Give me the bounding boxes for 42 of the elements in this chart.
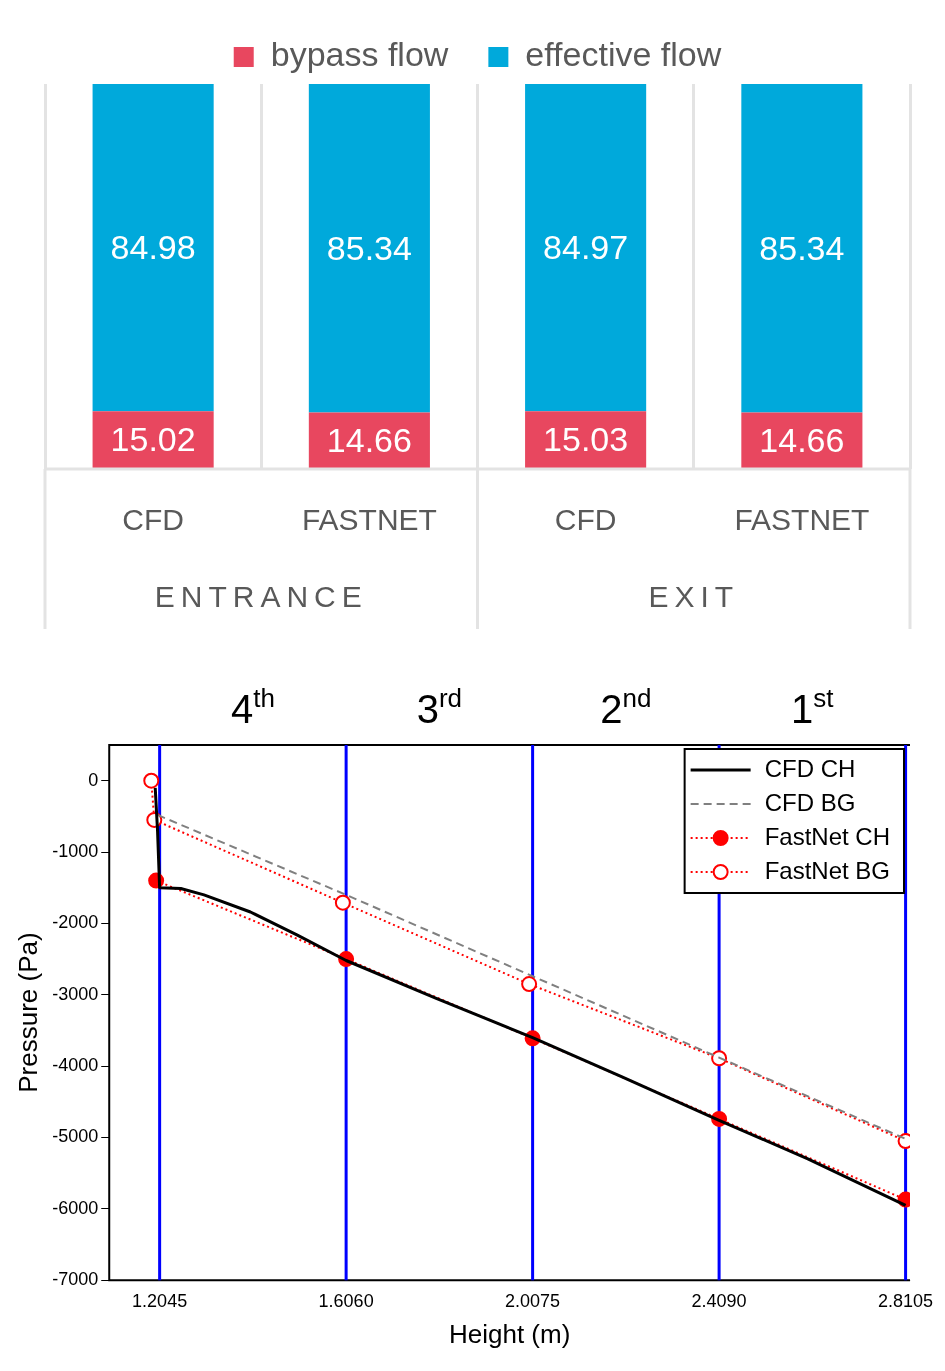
data-label: 85.34: [759, 228, 845, 267]
x-tick-label: 2.0075: [505, 1290, 561, 1311]
text: EXIT: [648, 580, 740, 614]
data-label: 15.03: [543, 420, 629, 459]
bar: [525, 84, 647, 412]
y-tick-label: -2000: [52, 912, 99, 933]
y-tick-label: -4000: [52, 1055, 99, 1076]
x-axis-title: Height (m): [448, 1318, 571, 1349]
point: [143, 772, 160, 789]
x-tick-label: FASTNET: [301, 503, 437, 537]
data-label: 15.02: [110, 420, 196, 459]
point: [334, 894, 351, 911]
x-tick-label: 2.4090: [691, 1290, 747, 1311]
y-axis-title: Pressure (Pa): [12, 932, 43, 1093]
legend-label: bypass flow: [270, 35, 449, 74]
y-tick-label: -3000: [52, 983, 99, 1004]
y-tick-label: -6000: [52, 1197, 99, 1218]
y-tick-label: 0: [88, 769, 99, 790]
data-label: 14.66: [326, 421, 412, 460]
y-tick-label: -5000: [52, 1126, 99, 1147]
data-label: 14.66: [759, 421, 845, 460]
legend-label: FastNet BG: [764, 856, 891, 884]
y-tick-label: -1000: [52, 841, 99, 862]
x-tick-label: 2.8105: [878, 1290, 934, 1311]
x-tick-label: 1.2045: [132, 1290, 188, 1311]
bar: [741, 84, 863, 413]
x-tick-label: 1.6060: [318, 1290, 374, 1311]
text: ENTRANCE: [154, 580, 368, 614]
x-tick-label: CFD: [554, 503, 617, 537]
data-label: 84.97: [543, 227, 629, 266]
y-tick-label: -7000: [52, 1269, 99, 1290]
x-tick-label: CFD: [122, 503, 184, 537]
legend-label: effective flow: [525, 35, 722, 74]
bar: [308, 84, 430, 413]
x-tick-label: FASTNET: [734, 503, 870, 537]
legend-label: CFD CH: [764, 754, 856, 782]
legend-label: FastNet CH: [764, 822, 890, 850]
legend-label: CFD BG: [764, 788, 856, 816]
point: [521, 976, 538, 993]
data-label: 85.34: [326, 228, 412, 267]
bar: [92, 84, 214, 412]
data-label: 84.98: [110, 227, 196, 266]
